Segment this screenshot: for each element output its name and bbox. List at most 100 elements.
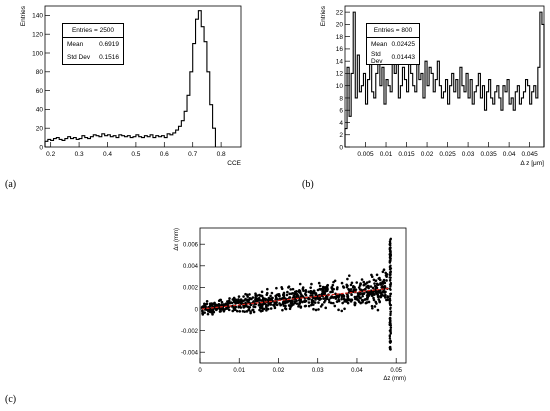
scatter-point	[298, 289, 301, 292]
scatter-point	[345, 300, 348, 303]
scatter-point	[219, 307, 222, 310]
x-tick-label: 0.2	[46, 151, 55, 158]
scatter-point	[381, 285, 384, 288]
plot-frame	[44, 5, 242, 148]
scatter-point	[348, 288, 351, 292]
scatter-point	[239, 298, 243, 302]
scatter-point	[211, 313, 214, 316]
scatter-point	[354, 288, 358, 291]
scatter-point	[388, 256, 392, 260]
histogram-bin	[415, 92, 417, 147]
scatter-point	[304, 293, 308, 297]
scatter-point	[388, 240, 392, 243]
histogram-bin	[472, 104, 474, 147]
scatter-point	[333, 304, 337, 308]
scatter-point	[324, 306, 328, 310]
y-tick-label: 2	[339, 132, 343, 139]
scatter-point	[322, 300, 326, 304]
scatter-point	[361, 294, 364, 298]
histogram-bin	[142, 138, 145, 147]
scatter-point	[282, 304, 286, 307]
histogram-bin	[523, 92, 525, 147]
stats-stddev-row: Std Dev 0.1516	[63, 51, 123, 64]
histogram-bin	[427, 86, 429, 147]
scatter-point	[241, 299, 245, 303]
scatter-point	[342, 285, 345, 288]
x-tick-label: 0.6	[160, 151, 169, 158]
scatter-point	[203, 302, 207, 306]
scatter-point	[295, 302, 299, 305]
y-tick-label: 100	[32, 50, 43, 57]
scatter-point	[384, 271, 387, 275]
panel-a: 0.2 0.3 0.4 0.5 0.6 0.7 0.8 0 20 40 60 80 100 120 140 C…	[0, 0, 260, 200]
scatter-point	[356, 292, 360, 295]
y-tick-label: 16	[336, 46, 344, 53]
scatter-point	[273, 304, 276, 308]
histogram-bin	[441, 98, 443, 147]
scatter-point	[349, 300, 353, 303]
histogram-delta-z: 0.005 0.01 0.015 0.02 0.025 0.03 0.035 0.04 0.04…	[320, 5, 545, 167]
scatter-point	[386, 298, 390, 302]
scatter-point	[213, 303, 217, 306]
scatter-point	[258, 298, 262, 302]
scatter-point	[367, 300, 371, 304]
scatter-point	[359, 282, 362, 286]
histogram-bin	[380, 86, 382, 147]
scatter-point	[299, 300, 303, 303]
scatter-point	[350, 293, 353, 297]
scatter-point	[389, 307, 392, 311]
scatter-point	[369, 289, 373, 292]
scatter-point	[347, 274, 351, 277]
scatter-point	[373, 305, 377, 308]
scatter-point	[389, 259, 392, 262]
scatter-point	[375, 282, 379, 286]
scatter-point	[389, 310, 392, 313]
scatter-point	[372, 278, 376, 282]
scatter-point	[297, 299, 301, 302]
scatter-point	[318, 287, 322, 291]
scatter-point	[275, 286, 278, 290]
scatter-point	[388, 335, 392, 338]
scatter-point	[255, 294, 259, 297]
scatter-point	[329, 290, 332, 294]
scatter-point	[386, 295, 389, 298]
scatter-point	[360, 298, 364, 302]
y-tick-label: 18	[336, 34, 344, 41]
y-tick-label: 80	[36, 69, 44, 76]
scatter-point	[204, 307, 208, 310]
stats-box-a: Entries = 2500 Mean 0.6919 Std Dev 0.151…	[62, 23, 124, 65]
scatter-point	[274, 294, 278, 298]
scatter-point	[281, 297, 284, 300]
scatter-point	[290, 292, 293, 295]
histogram-bin	[485, 110, 487, 147]
y-tick-label: 0.004	[183, 264, 199, 270]
scatter-point	[389, 294, 392, 298]
stats-title: Entries = 2500	[63, 24, 123, 38]
x-tick-label: 0.3	[75, 151, 84, 158]
scatter-point	[267, 296, 271, 300]
scatter-point	[261, 298, 265, 301]
scatter-point	[289, 288, 293, 291]
histogram-bin	[530, 104, 532, 147]
scatter-point	[201, 313, 205, 316]
scatter-point	[265, 307, 268, 310]
y-tick-label: 0	[339, 144, 343, 151]
scatter-point	[371, 306, 374, 310]
scatter-point	[388, 261, 392, 264]
scatter-point	[314, 308, 318, 312]
scatter-point	[346, 284, 349, 288]
y-tick-label: 4	[339, 120, 343, 127]
scatter-point	[245, 310, 249, 313]
scatter-point	[264, 299, 267, 302]
scatter-point	[389, 316, 392, 320]
histogram-bin	[198, 11, 201, 147]
scatter-point	[219, 309, 222, 313]
histogram-bin	[398, 98, 400, 147]
scatter-point	[333, 279, 337, 283]
scatter-point	[388, 299, 391, 302]
scatter-point	[372, 298, 376, 302]
scatter-point	[269, 303, 273, 306]
histogram-bin	[423, 98, 425, 147]
y-tick-label: -0.004	[181, 351, 199, 357]
x-tick-label: 0.02	[421, 151, 434, 158]
